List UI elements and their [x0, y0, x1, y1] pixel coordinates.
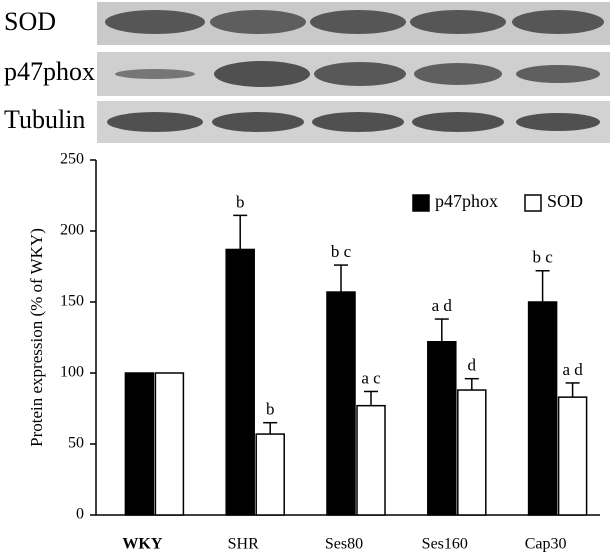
y-tick-label: 150	[60, 293, 84, 310]
blot-label: Tubulin	[4, 105, 85, 134]
bar	[255, 433, 285, 516]
bar	[527, 301, 558, 516]
y-tick-label: 250	[60, 151, 84, 168]
blot-panel	[97, 2, 610, 143]
blot-bands	[105, 10, 604, 132]
x-tick-label: WKY	[122, 536, 162, 553]
annotation: a d	[432, 296, 453, 315]
bar	[356, 404, 386, 516]
annotation: b	[236, 192, 245, 211]
x-tick-label: Cap30	[525, 536, 567, 553]
bar	[154, 372, 185, 516]
annotation: a d	[562, 360, 583, 379]
legend-label: p47phox	[435, 191, 498, 211]
blot-label: p47phox	[4, 57, 95, 86]
y-tick-label: 50	[68, 435, 84, 452]
y-tick-label: 200	[60, 222, 84, 239]
annotation: b c	[331, 242, 352, 261]
bar	[326, 291, 356, 516]
blot-label: SOD	[4, 7, 56, 36]
legend-swatch	[524, 194, 542, 212]
bar	[225, 248, 255, 516]
annotation: b c	[532, 248, 553, 267]
x-tick-label: Ses80	[325, 536, 363, 553]
y-tick-label: 100	[60, 364, 84, 381]
bar	[457, 389, 487, 516]
y-tick-label: 0	[76, 506, 84, 523]
legend-label: SOD	[547, 191, 583, 211]
bar	[557, 396, 588, 516]
legend-swatch	[412, 194, 430, 212]
bar	[124, 372, 155, 516]
annotation: d	[468, 356, 477, 375]
y-axis-label: Protein expression (% of WKY)	[27, 228, 46, 447]
annotation: b	[266, 400, 275, 419]
bar	[427, 341, 457, 516]
x-tick-label: Ses160	[422, 536, 468, 553]
annotation: a c	[361, 368, 381, 387]
x-tick-label: SHR	[228, 536, 259, 553]
